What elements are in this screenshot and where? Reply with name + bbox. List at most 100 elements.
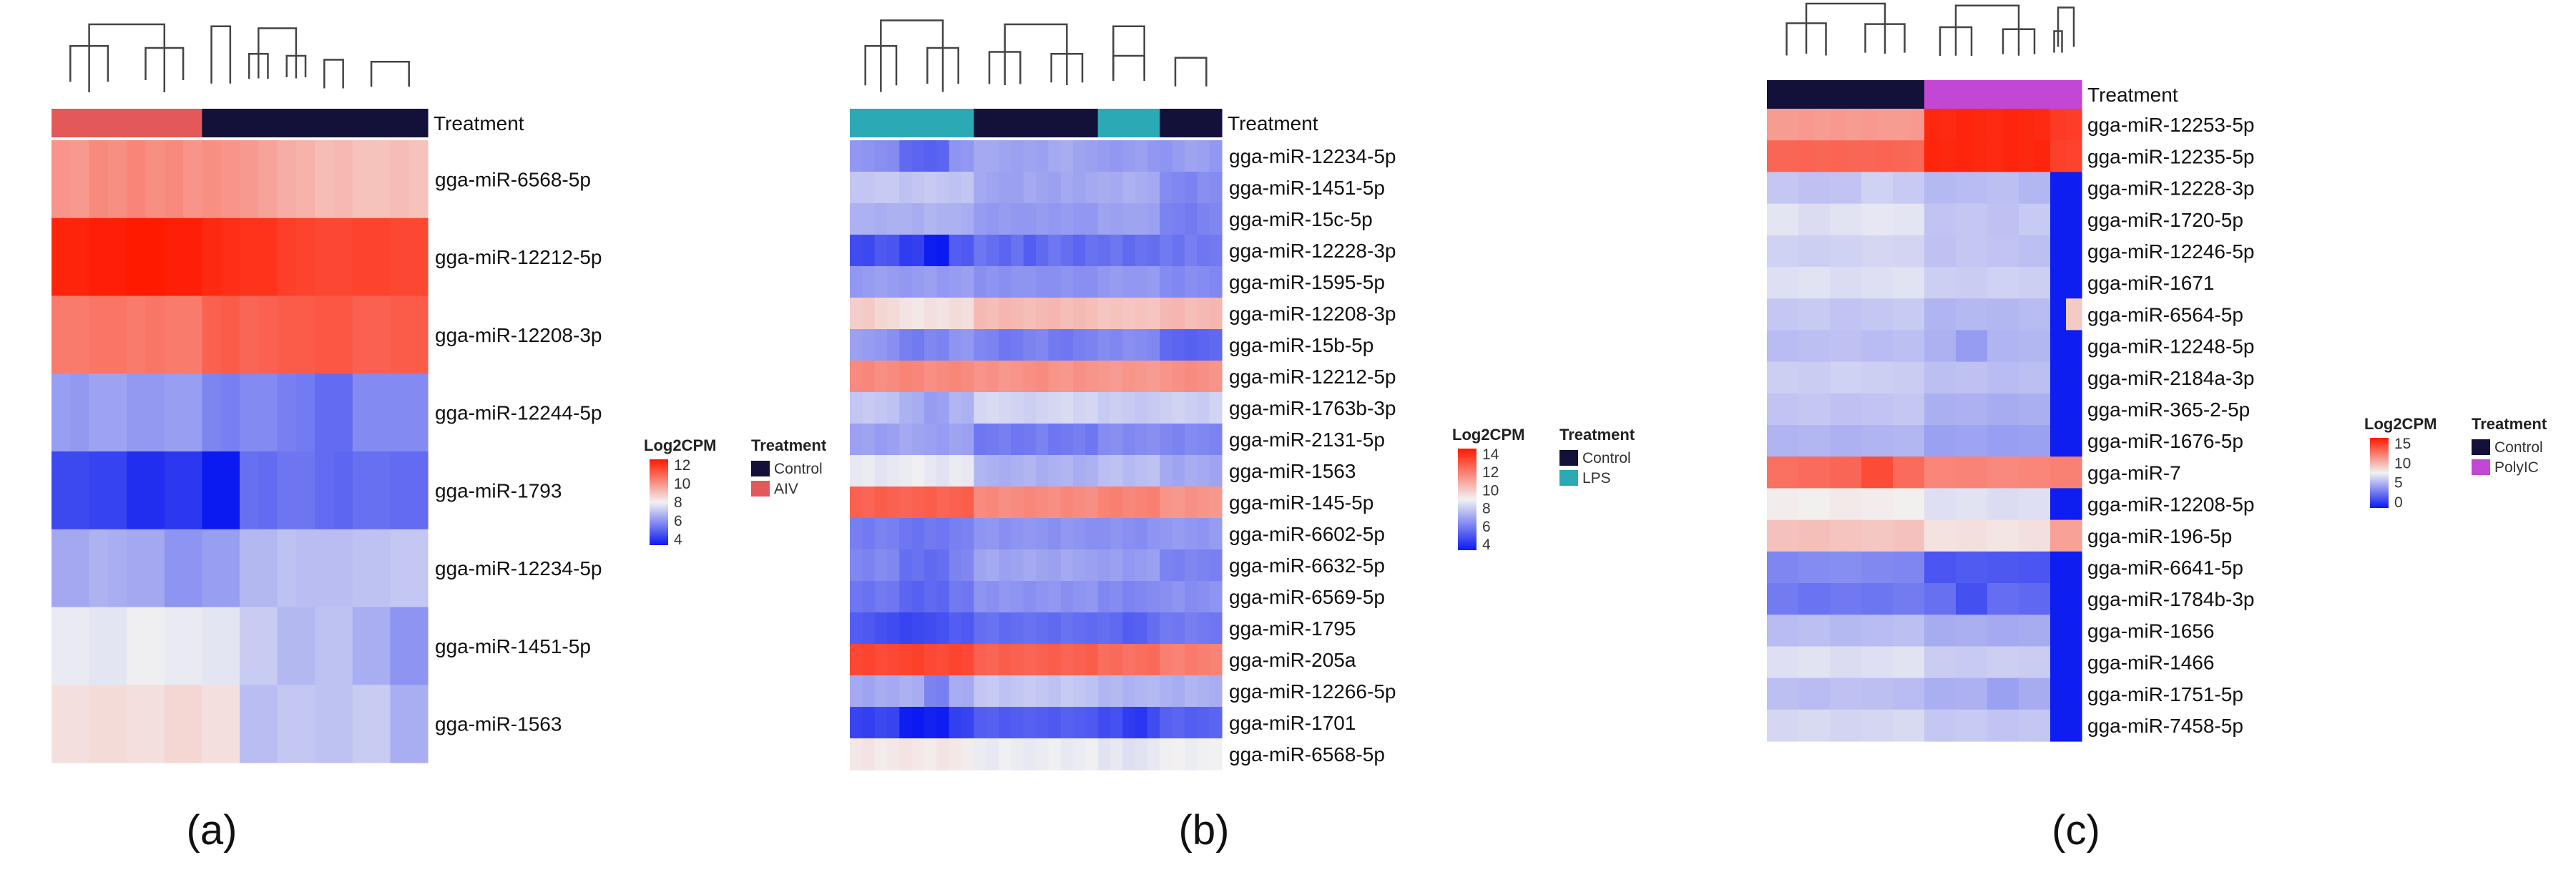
heatmap-cell [2034, 172, 2051, 205]
heatmap-cell [1135, 266, 1148, 298]
heatmap-cell [999, 455, 1012, 487]
heatmap-cell [887, 203, 900, 235]
legend-scale-title: Log2CPM [1452, 426, 1524, 444]
heatmap-cell [258, 607, 278, 685]
heatmap-cell [1924, 267, 1941, 299]
heatmap-cell [1846, 583, 1862, 615]
heatmap-cell [1172, 140, 1185, 172]
treatment-cell-polyic [2019, 80, 2035, 109]
heatmap-cell [1956, 425, 1972, 457]
heatmap-cell [1830, 488, 1846, 521]
heatmap-cell [924, 549, 937, 582]
heatmap-cell [1783, 203, 1799, 236]
treatment-cell-polyic [1987, 80, 2004, 109]
heatmap-cell [1160, 172, 1173, 204]
heatmap-cell [183, 607, 202, 685]
heatmap-cell [899, 266, 913, 298]
heatmap-cell [1830, 298, 1846, 331]
heatmap-cell [1185, 235, 1198, 267]
treatment-cell-lps [899, 109, 913, 137]
heatmap-cell [1798, 551, 1815, 584]
row-label: gga-miR-6569-5p [1229, 586, 1385, 608]
heatmap-cell [911, 361, 925, 393]
heatmap-cell [2019, 456, 2035, 489]
dendrogram-branch [285, 54, 307, 77]
heatmap-cell [240, 685, 259, 763]
heatmap-cell [1197, 203, 1210, 235]
treatment-cell-control [240, 109, 259, 137]
heatmap-cell [1085, 707, 1099, 739]
row-label: gga-miR-6564-5p [2087, 303, 2243, 326]
heatmap-cell [1846, 488, 1862, 521]
heatmap-cell [961, 518, 974, 550]
row-label: gga-miR-1671 [2087, 272, 2214, 294]
heatmap-cell [999, 486, 1012, 519]
heatmap-cell [1147, 612, 1160, 645]
heatmap-cell [961, 581, 974, 613]
heatmap-cell [1924, 456, 1941, 489]
heatmap-cell [999, 424, 1012, 456]
heatmap-cell [127, 295, 147, 374]
heatmap-cell [1060, 612, 1074, 645]
heatmap-cell [1073, 392, 1086, 424]
heatmap-cell [1048, 549, 1062, 582]
heatmap-cell [277, 295, 297, 374]
heatmap-cell [1940, 425, 1957, 457]
heatmap-cell [2050, 456, 2067, 489]
heatmap-cell [924, 235, 937, 267]
heatmap-cell [1861, 361, 1878, 394]
heatmap-cell [936, 486, 950, 519]
heatmap-cell [1861, 109, 1878, 141]
heatmap-cell [2066, 109, 2082, 141]
heatmap-panel-c: Treatment gga-miR-12253-5p gga-miR-12235-5… [1767, 2, 2547, 854]
legend-tick-label: 12 [1482, 464, 1499, 481]
heatmap-cell [1909, 425, 1925, 457]
heatmap-cell [850, 266, 863, 298]
heatmap-cell [1147, 172, 1160, 204]
heatmap-cell [974, 266, 987, 298]
heatmap-cell [887, 298, 900, 330]
heatmap-cell [874, 644, 888, 676]
heatmap-cell [2019, 298, 2035, 331]
heatmap-cell [1830, 615, 1846, 647]
heatmap-cell [887, 738, 900, 771]
heatmap-cell [1909, 551, 1925, 584]
heatmap-cell [1767, 203, 1783, 236]
heatmap-cell [1209, 203, 1223, 235]
heatmap-cell [352, 140, 372, 219]
heatmap-cell [164, 451, 184, 530]
row-label: gga-miR-12253-5p [2087, 114, 2254, 136]
heatmap-cell [1209, 140, 1223, 172]
dendrogram-branch [880, 19, 944, 92]
treatment-cell-control [1814, 80, 1831, 109]
heatmap-cell [1972, 583, 1988, 615]
heatmap-cell [1197, 675, 1210, 708]
heatmap-cell [1893, 172, 1909, 205]
heatmap-cell [2003, 361, 2019, 394]
heatmap-cell [2034, 456, 2051, 489]
heatmap-cell [1023, 203, 1037, 235]
legend-swatch-control [2472, 439, 2490, 455]
heatmap-cell [1861, 488, 1878, 521]
heatmap-cell [874, 329, 888, 361]
heatmap-cell [1877, 330, 1894, 363]
heatmap-cell [1147, 486, 1160, 519]
heatmap-cell [145, 373, 165, 452]
heatmap-cell [1798, 425, 1815, 457]
legend: Log2CPM 12 10 8 6 4 Treatment Control AIV [644, 436, 827, 548]
heatmap-cell [1185, 486, 1198, 519]
heatmap-cell [2019, 488, 2035, 521]
heatmap-cell [1197, 549, 1210, 582]
heatmap-cell [1830, 425, 1846, 457]
heatmap-cell [2003, 709, 2019, 742]
heatmap-cell [999, 675, 1012, 708]
heatmap-cell [961, 392, 974, 424]
heatmap-cell [911, 392, 925, 424]
heatmap-cell [949, 392, 962, 424]
heatmap-cell [1877, 646, 1894, 679]
heatmap-cell [1987, 488, 2004, 521]
heatmap-cell [1814, 709, 1831, 742]
heatmap-cell [1846, 267, 1862, 299]
heatmap-cell [1060, 361, 1074, 393]
heatmap-cell [145, 529, 165, 608]
